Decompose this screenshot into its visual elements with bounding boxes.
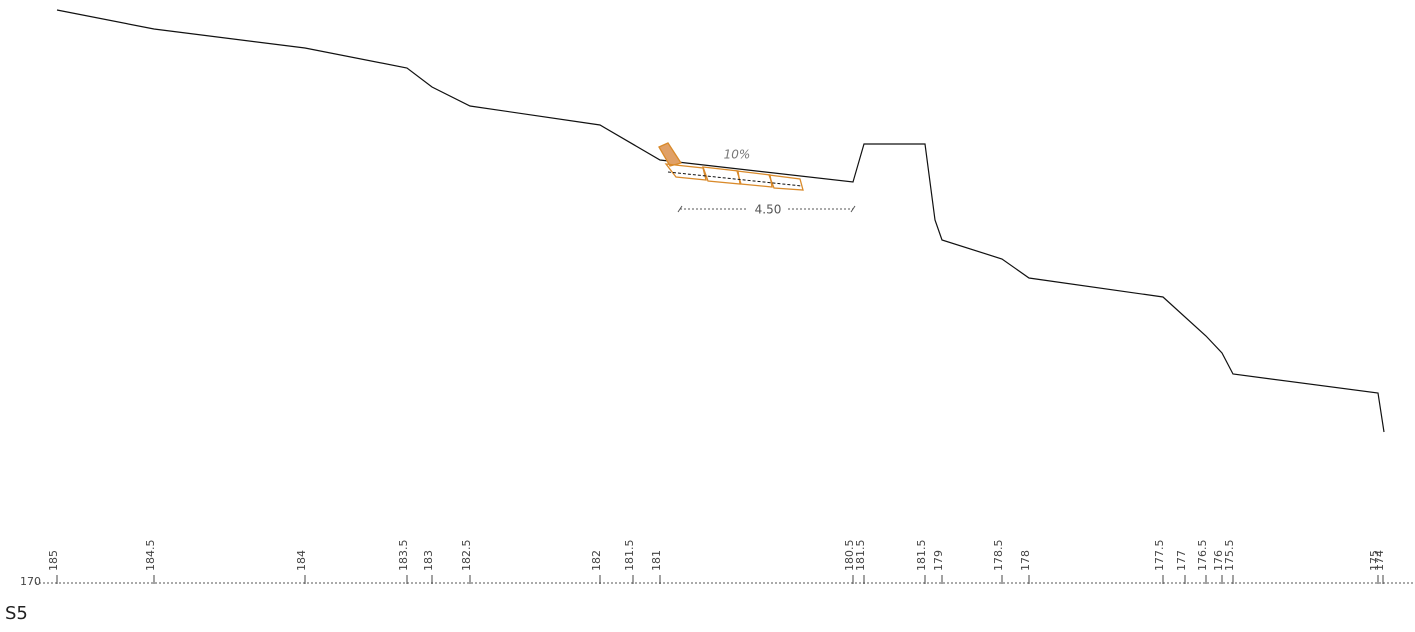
level-label: 175 — [1368, 550, 1381, 571]
loungers — [658, 142, 804, 191]
level-label: 178 — [1019, 550, 1032, 571]
section-name: S5 — [5, 603, 28, 624]
dimension-end — [677, 205, 683, 213]
level-label: 184.5 — [144, 540, 157, 572]
level-label: 177.5 — [1153, 540, 1166, 572]
level-label: 184 — [295, 550, 308, 571]
lounger-back — [658, 142, 683, 167]
level-label: 181.5 — [623, 540, 636, 572]
level-labels: 185 184.5 184 183.5 183 182.5 182 181.5 181 180.5… — [47, 540, 1386, 584]
lounger — [768, 174, 804, 191]
level-label: 183 — [422, 550, 435, 571]
lounger — [736, 170, 773, 188]
level-label: 175.5 — [1223, 540, 1236, 572]
level-label: 179 — [932, 550, 945, 571]
level-label: 183.5 — [397, 540, 410, 572]
lounger — [664, 163, 707, 181]
level-label: 182.5 — [460, 540, 473, 572]
level-label: 174 — [1373, 550, 1386, 571]
level-label: 176.5 — [1196, 540, 1209, 572]
level-label: 176 — [1212, 550, 1225, 571]
datum-label: 170 — [20, 575, 41, 588]
pool-line — [667, 171, 803, 187]
level-label: 185 — [47, 550, 60, 571]
lounger — [702, 166, 741, 185]
level-label: 178.5 — [992, 540, 1005, 572]
level-label: 177 — [1175, 550, 1188, 571]
slope-label: 10% — [724, 148, 751, 162]
terrain-profile — [56, 9, 1385, 433]
level-label: 181.5 — [915, 540, 928, 572]
level-label: 181 — [650, 550, 663, 571]
level-label: 182 — [590, 550, 603, 571]
dimension-label: 4.50 — [755, 203, 782, 217]
level-label: 180.5 — [843, 540, 856, 572]
level-label: 181.5 — [854, 540, 867, 572]
dimension-end — [850, 205, 856, 213]
